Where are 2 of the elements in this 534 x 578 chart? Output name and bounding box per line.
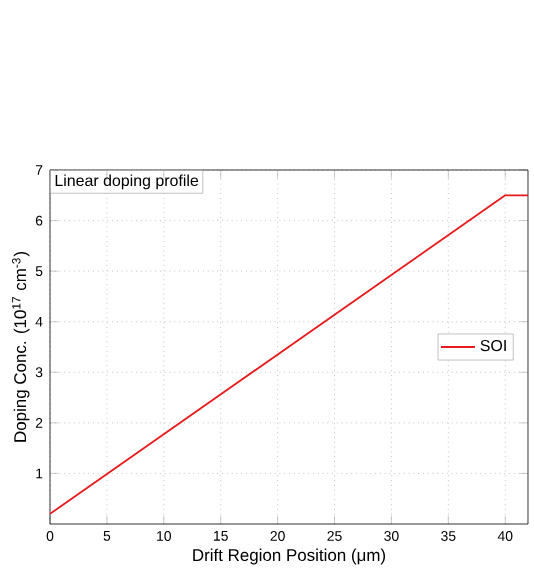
y-axis-title: Doping Conc. (10$^{17}$ cm$^{-3}$): [12, 252, 30, 442]
x-axis-title: Drift Region Position (μm): [193, 548, 386, 565]
